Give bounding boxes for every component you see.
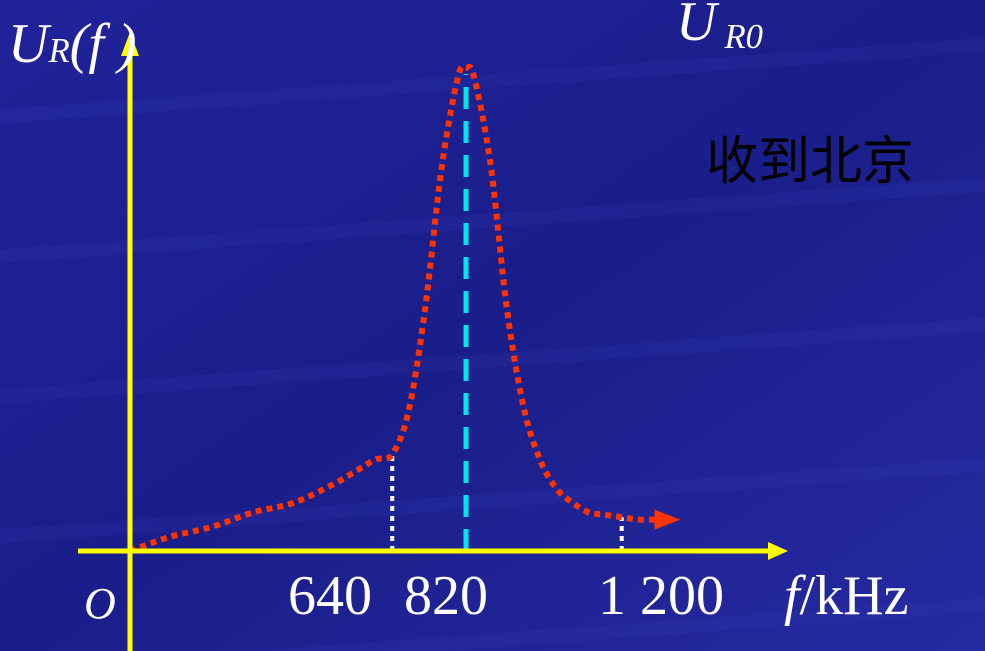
x-axis-label: f/kHz	[784, 565, 909, 627]
caption-text: 收到北京	[706, 132, 915, 192]
resonance-curve	[128, 63, 655, 554]
x-tick-label-820: 820	[404, 565, 488, 627]
x-tick-label-1200: 1 200	[598, 565, 724, 627]
x-axis-arrowhead	[768, 542, 788, 560]
origin-label: O	[84, 579, 116, 628]
y-axis-arrowhead	[121, 32, 139, 56]
curve-arrowhead	[654, 509, 681, 530]
x-tick-label-640: 640	[288, 565, 372, 627]
y-axis-label: UR(f )	[8, 13, 137, 75]
peak-value-label: U R0	[676, 0, 764, 56]
